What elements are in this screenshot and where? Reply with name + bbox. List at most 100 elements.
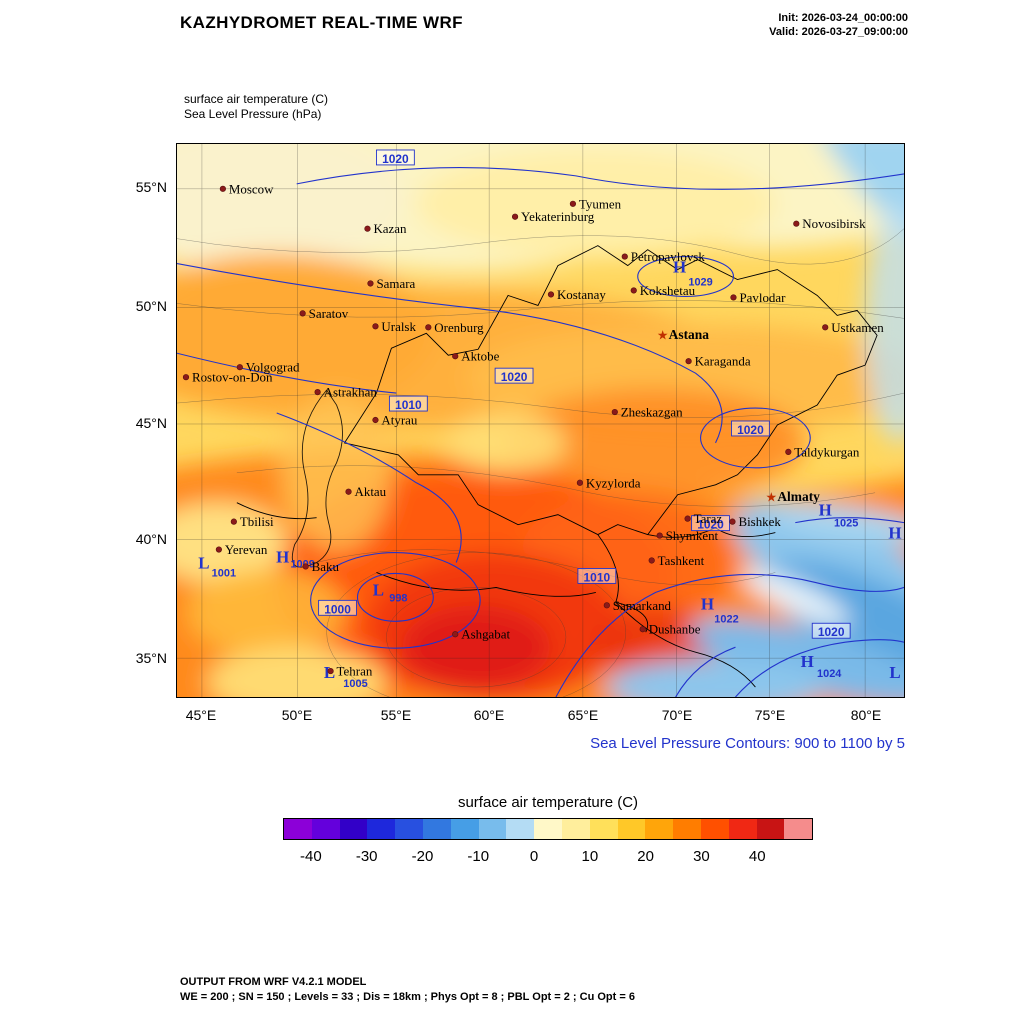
svg-text:1020: 1020 [382, 152, 409, 166]
svg-text:Uralsk: Uralsk [381, 319, 416, 334]
pressure-center-l: L [889, 663, 900, 682]
colorbar-segment [422, 819, 451, 839]
city-marker-yekaterinburg: Yekaterinburg [511, 209, 595, 224]
svg-text:Petropavlovsk: Petropavlovsk [631, 249, 706, 264]
colorbar-segment [673, 819, 701, 839]
city-marker-taraz: Taraz [684, 511, 722, 526]
svg-text:Shymkent: Shymkent [666, 528, 719, 543]
pressure-contour-layer [177, 167, 904, 697]
pressure-center-h: H [276, 547, 289, 566]
colorbar-segment [450, 819, 479, 839]
pressure-value-label: 1005 [343, 678, 367, 690]
svg-text:Bishkek: Bishkek [738, 514, 781, 529]
pressure-center-h: H [819, 501, 832, 520]
lon-tick-label: 75°E [754, 707, 786, 723]
city-marker-kazan: Kazan [364, 221, 407, 236]
city-marker-tbilisi: Tbilisi [230, 514, 274, 529]
colorbar-segment [339, 819, 368, 839]
svg-text:Aktau: Aktau [355, 484, 387, 499]
svg-text:H: H [801, 652, 814, 671]
colorbar-segment [395, 819, 423, 839]
svg-text:Ustkamen: Ustkamen [831, 320, 884, 335]
city-marker-taldykurgan: Taldykurgan [785, 444, 860, 459]
colorbar-segment [617, 819, 646, 839]
svg-text:1000: 1000 [324, 602, 351, 616]
svg-text:1024: 1024 [817, 668, 842, 680]
city-marker-ustkamen: Ustkamen [822, 320, 884, 335]
city-marker-astana: ★ Astana [657, 327, 709, 343]
city-marker-almaty: ★ Almaty [766, 489, 821, 505]
svg-text:Tashkent: Tashkent [658, 553, 705, 568]
svg-text:1010: 1010 [584, 570, 611, 584]
pressure-center-l: L [198, 553, 209, 572]
svg-text:L: L [198, 553, 209, 572]
colorbar-segment [478, 819, 507, 839]
graticule-layer [177, 144, 904, 697]
colorbar-tick-label: 30 [693, 848, 710, 865]
city-marker-kostanay: Kostanay [547, 287, 606, 302]
city-marker-tashkent: Tashkent [648, 553, 705, 568]
svg-text:Saratov: Saratov [309, 306, 349, 321]
svg-text:1001: 1001 [212, 567, 236, 579]
city-marker-uralsk: Uralsk [372, 319, 416, 334]
pressure-center-l: L [373, 580, 384, 599]
pressure-center-h: H [673, 258, 686, 277]
pressure-center-h: H [888, 524, 901, 543]
pressure-value-label: 1020 [731, 420, 770, 437]
colorbar-segment [367, 819, 396, 839]
pressure-value-label: 1020 [376, 149, 415, 166]
city-marker-bishkek: Bishkek [729, 514, 781, 529]
svg-text:L: L [889, 663, 900, 682]
svg-text:Orenburg: Orenburg [434, 320, 484, 335]
colorbar-segment [506, 819, 535, 839]
colorbar-title: surface air temperature (C) [457, 794, 639, 811]
svg-text:H: H [888, 524, 901, 543]
city-marker-aktobe: Aktobe [452, 349, 500, 364]
colorbar-segment [728, 819, 757, 839]
footer-line-1: OUTPUT FROM WRF V4.2.1 MODEL [180, 976, 367, 988]
svg-text:Atyrau: Atyrau [381, 412, 417, 427]
page-title: KAZHYDROMET REAL-TIME WRF [180, 13, 463, 32]
lat-tick-label: 35°N [135, 650, 167, 666]
lat-tick-label: 50°N [135, 298, 167, 314]
city-marker-zheskazgan: Zheskazgan [611, 405, 683, 420]
footer-line-2: WE = 200 ; SN = 150 ; Levels = 33 ; Dis … [180, 991, 635, 1003]
colorbar-segment [561, 819, 590, 839]
city-marker-samara: Samara [367, 276, 416, 291]
pressure-contour-note: Sea Level Pressure Contours: 900 to 1100… [590, 735, 905, 752]
pressure-value-label: 1020 [811, 622, 851, 639]
svg-text:Volgograd: Volgograd [246, 360, 300, 375]
lon-tick-label: 55°E [380, 707, 412, 723]
city-marker-kyzylorda: Kyzylorda [576, 475, 641, 490]
colorbar-segment [645, 819, 674, 839]
colorbar-tick-label: -20 [411, 848, 434, 865]
city-marker-baku: Baku [302, 559, 339, 574]
city-marker-pavlodar: Pavlodar [730, 290, 786, 305]
svg-text:1020: 1020 [501, 370, 528, 384]
lat-tick-label: 40°N [135, 531, 167, 547]
svg-text:Tbilisi: Tbilisi [240, 514, 274, 529]
lat-tick-label: 45°N [135, 415, 167, 431]
field-label-pressure: Sea Level Pressure (hPa) [184, 107, 322, 121]
svg-text:H: H [819, 501, 832, 520]
svg-text:H: H [701, 594, 714, 613]
city-marker-karaganda: Karaganda [685, 354, 751, 369]
svg-text:Almaty: Almaty [777, 489, 820, 504]
svg-text:Zheskazgan: Zheskazgan [621, 405, 683, 420]
svg-text:1009: 1009 [290, 558, 314, 570]
pressure-value-label: 1001 [212, 567, 236, 579]
colorbar-segment [784, 819, 813, 839]
pressure-value-label: 1010 [388, 395, 428, 412]
svg-text:Kyzylorda: Kyzylorda [586, 475, 641, 490]
lon-tick-label: 70°E [661, 707, 693, 723]
city-marker-aktau: Aktau [345, 484, 387, 499]
svg-text:Kokshetau: Kokshetau [640, 283, 696, 298]
svg-text:1025: 1025 [834, 518, 858, 530]
temperature-field-layer [177, 144, 904, 697]
svg-text:Rostov-on-Don: Rostov-on-Don [192, 370, 273, 385]
city-marker-volgograd: Volgograd [236, 360, 300, 375]
colorbar-tick-label: 20 [637, 848, 654, 865]
pressure-value-label: 1024 [817, 668, 842, 680]
